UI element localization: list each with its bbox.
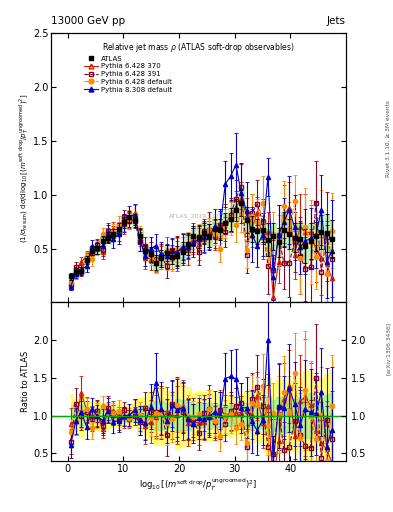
Text: Jets: Jets (327, 15, 346, 26)
Y-axis label: Ratio to ATLAS: Ratio to ATLAS (21, 351, 30, 412)
Text: ATLAS_2019_I1772062: ATLAS_2019_I1772062 (169, 214, 240, 219)
Y-axis label: $(1/\sigma_\mathrm{resum})\ \mathrm{d}\sigma/\mathrm{d}\log_{10}[(m^\mathrm{soft: $(1/\sigma_\mathrm{resum})\ \mathrm{d}\s… (18, 93, 31, 243)
Text: 13000 GeV pp: 13000 GeV pp (51, 15, 125, 26)
X-axis label: $\log_{10}[(m^{\mathrm{soft\ drop}}/p_T^{\mathrm{ungroomed}})^2]$: $\log_{10}[(m^{\mathrm{soft\ drop}}/p_T^… (140, 476, 257, 493)
Text: Relative jet mass $\rho$ (ATLAS soft-drop observables): Relative jet mass $\rho$ (ATLAS soft-dro… (102, 41, 295, 54)
Text: Rivet 3.1.10, ≥ 3M events: Rivet 3.1.10, ≥ 3M events (386, 100, 391, 177)
Text: [arXiv:1306.3436]: [arXiv:1306.3436] (386, 322, 391, 375)
Legend: ATLAS, Pythia 6.428 370, Pythia 6.428 391, Pythia 6.428 default, Pythia 8.308 de: ATLAS, Pythia 6.428 370, Pythia 6.428 39… (84, 56, 173, 93)
